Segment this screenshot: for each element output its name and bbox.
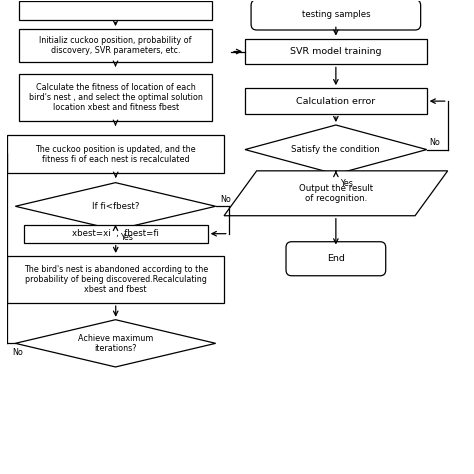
Text: Initializ cuckoo position, probability of
discovery, SVR parameters, etc.: Initializ cuckoo position, probability o…	[39, 36, 192, 55]
Text: SVR model training: SVR model training	[290, 47, 382, 56]
Polygon shape	[15, 319, 216, 367]
Text: Yes: Yes	[120, 233, 133, 241]
Text: Satisfy the condition: Satisfy the condition	[292, 145, 380, 154]
Text: End: End	[327, 254, 345, 263]
Bar	[19, 74, 212, 121]
Bar	[245, 38, 427, 64]
Text: Achieve maximum
iterations?: Achieve maximum iterations?	[78, 334, 153, 353]
FancyBboxPatch shape	[251, 0, 420, 30]
Bar	[19, 0, 212, 19]
Text: No: No	[429, 138, 440, 147]
Polygon shape	[224, 171, 447, 216]
Bar	[8, 136, 224, 173]
Text: If fi<fbest?: If fi<fbest?	[92, 202, 139, 211]
Bar	[24, 225, 208, 243]
Text: Calculation error: Calculation error	[296, 97, 375, 106]
Bar	[8, 256, 224, 303]
Text: No: No	[220, 195, 231, 204]
Text: testing samples: testing samples	[301, 10, 370, 19]
Polygon shape	[15, 182, 216, 230]
Text: No: No	[12, 348, 23, 357]
Text: The cuckoo position is updated, and the
fitness fi of each nest is recalculated: The cuckoo position is updated, and the …	[36, 145, 196, 164]
Polygon shape	[245, 125, 427, 174]
Bar	[245, 88, 427, 114]
FancyBboxPatch shape	[286, 242, 386, 276]
Text: Calculate the fitness of location of each
bird's nest , and select the optimal s: Calculate the fitness of location of eac…	[29, 82, 203, 112]
Bar	[19, 29, 212, 62]
Text: Output the result
of recognition.: Output the result of recognition.	[299, 183, 373, 203]
Text: xbest=xi  ,  fbest=fi: xbest=xi , fbest=fi	[73, 229, 159, 238]
Text: The bird's nest is abandoned according to the
probability of being discovered.Re: The bird's nest is abandoned according t…	[24, 264, 208, 294]
Text: Yes: Yes	[340, 179, 354, 188]
